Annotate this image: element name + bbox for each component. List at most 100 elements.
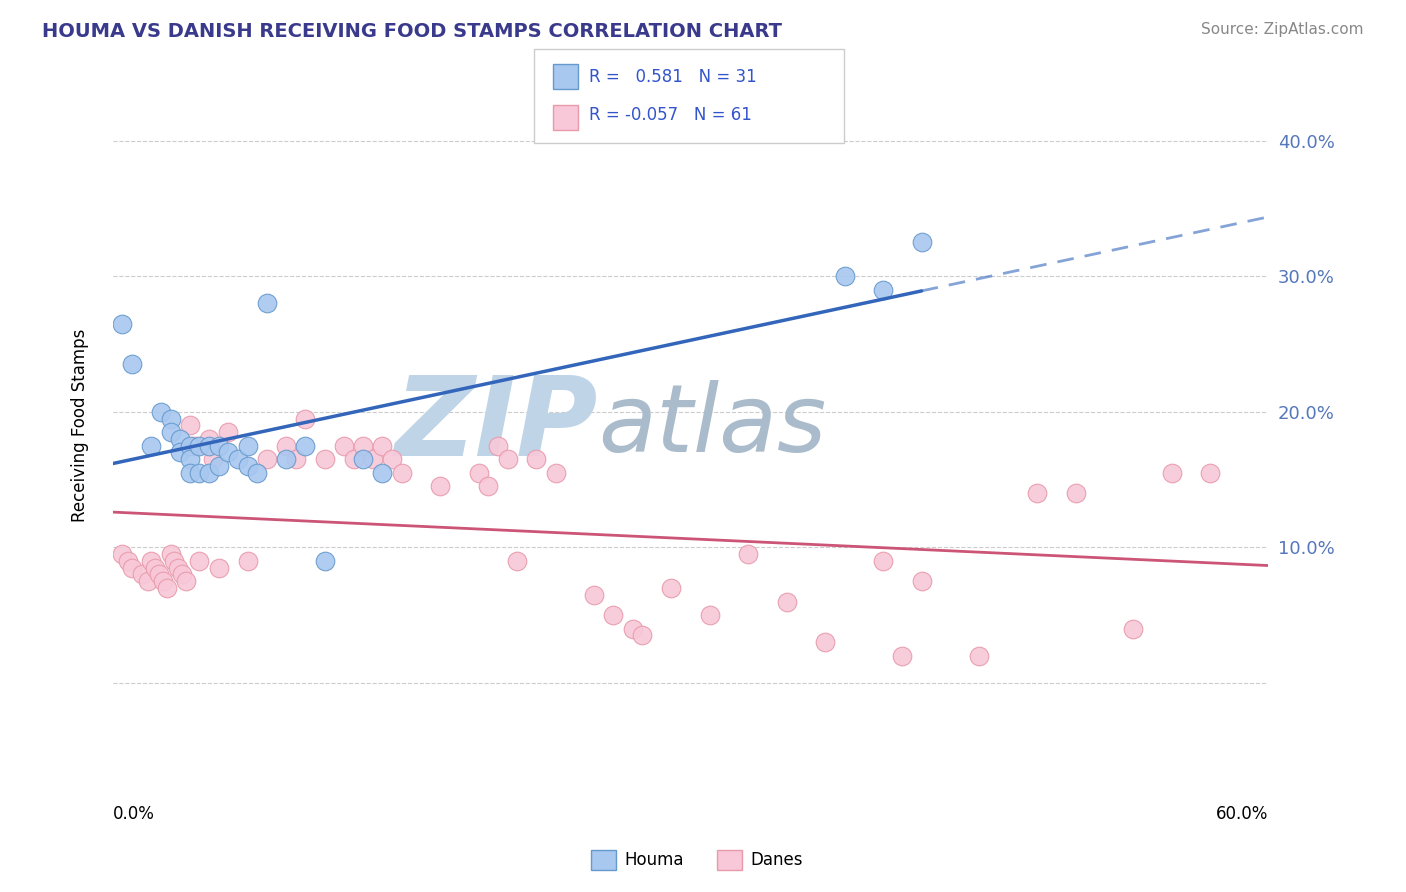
Text: Source: ZipAtlas.com: Source: ZipAtlas.com bbox=[1201, 22, 1364, 37]
Text: Danes: Danes bbox=[751, 851, 803, 869]
Point bbox=[163, 554, 186, 568]
Text: 0.0%: 0.0% bbox=[112, 805, 155, 823]
Text: ZIP: ZIP bbox=[395, 372, 598, 479]
Text: R = -0.057   N = 61: R = -0.057 N = 61 bbox=[589, 106, 752, 124]
Point bbox=[169, 432, 191, 446]
Point bbox=[148, 567, 170, 582]
Point bbox=[352, 452, 374, 467]
Point bbox=[150, 405, 173, 419]
Point bbox=[256, 296, 278, 310]
Point bbox=[159, 425, 181, 439]
Point bbox=[381, 452, 404, 467]
Point bbox=[294, 411, 316, 425]
Point bbox=[143, 560, 166, 574]
Point bbox=[891, 648, 914, 663]
Point bbox=[217, 445, 239, 459]
Text: atlas: atlas bbox=[598, 380, 827, 471]
Point bbox=[391, 466, 413, 480]
Y-axis label: Receiving Food Stamps: Receiving Food Stamps bbox=[72, 328, 89, 522]
Point bbox=[1064, 486, 1087, 500]
Point bbox=[314, 554, 336, 568]
Point bbox=[198, 466, 221, 480]
Point bbox=[136, 574, 159, 589]
Point bbox=[621, 622, 644, 636]
Point bbox=[737, 547, 759, 561]
Point bbox=[583, 588, 606, 602]
Point bbox=[284, 452, 307, 467]
Point bbox=[361, 452, 384, 467]
Point bbox=[477, 479, 499, 493]
Point bbox=[776, 594, 799, 608]
Point bbox=[602, 608, 624, 623]
Point bbox=[246, 466, 269, 480]
Point bbox=[188, 439, 211, 453]
Point bbox=[342, 452, 364, 467]
Point bbox=[152, 574, 174, 589]
Text: Houma: Houma bbox=[624, 851, 683, 869]
Point bbox=[371, 439, 394, 453]
Point bbox=[179, 466, 201, 480]
Point bbox=[179, 452, 201, 467]
Point bbox=[256, 452, 278, 467]
Point bbox=[631, 628, 654, 642]
Text: HOUMA VS DANISH RECEIVING FOOD STAMPS CORRELATION CHART: HOUMA VS DANISH RECEIVING FOOD STAMPS CO… bbox=[42, 22, 782, 41]
Point bbox=[172, 567, 194, 582]
Point bbox=[156, 581, 179, 595]
Point bbox=[429, 479, 451, 493]
Point bbox=[121, 560, 143, 574]
Point bbox=[486, 439, 509, 453]
Point bbox=[111, 317, 134, 331]
Point bbox=[141, 439, 163, 453]
Point bbox=[1026, 486, 1049, 500]
Point bbox=[294, 439, 316, 453]
Point bbox=[226, 452, 249, 467]
Point bbox=[111, 547, 134, 561]
Point bbox=[188, 554, 211, 568]
Text: 60.0%: 60.0% bbox=[1216, 805, 1268, 823]
Point bbox=[544, 466, 567, 480]
Point bbox=[141, 554, 163, 568]
Point bbox=[352, 439, 374, 453]
Point bbox=[169, 445, 191, 459]
Point bbox=[659, 581, 682, 595]
Point bbox=[188, 466, 211, 480]
Point bbox=[276, 439, 298, 453]
Text: R =   0.581   N = 31: R = 0.581 N = 31 bbox=[589, 69, 756, 87]
Point bbox=[236, 458, 259, 473]
Point bbox=[969, 648, 991, 663]
Point bbox=[208, 439, 231, 453]
Point bbox=[198, 439, 221, 453]
Point bbox=[217, 425, 239, 439]
Point bbox=[179, 439, 201, 453]
Point bbox=[872, 283, 894, 297]
Point bbox=[179, 418, 201, 433]
Point bbox=[910, 574, 932, 589]
Point bbox=[198, 432, 221, 446]
Point bbox=[371, 466, 394, 480]
Point bbox=[814, 635, 837, 649]
Point bbox=[208, 458, 231, 473]
Point bbox=[506, 554, 529, 568]
Point bbox=[236, 554, 259, 568]
Point bbox=[467, 466, 489, 480]
Point bbox=[131, 567, 153, 582]
Point bbox=[834, 269, 856, 284]
Point bbox=[174, 574, 197, 589]
Point bbox=[1160, 466, 1182, 480]
Point bbox=[121, 357, 143, 371]
Point bbox=[201, 452, 224, 467]
Point bbox=[1199, 466, 1222, 480]
Point bbox=[183, 439, 205, 453]
Point bbox=[159, 547, 181, 561]
Point bbox=[526, 452, 548, 467]
Point bbox=[276, 452, 298, 467]
Point bbox=[496, 452, 519, 467]
Point bbox=[333, 439, 356, 453]
Point bbox=[159, 411, 181, 425]
Point bbox=[167, 560, 190, 574]
Point bbox=[117, 554, 139, 568]
Point bbox=[208, 560, 231, 574]
Point bbox=[910, 235, 932, 250]
Point bbox=[314, 452, 336, 467]
Point bbox=[699, 608, 721, 623]
